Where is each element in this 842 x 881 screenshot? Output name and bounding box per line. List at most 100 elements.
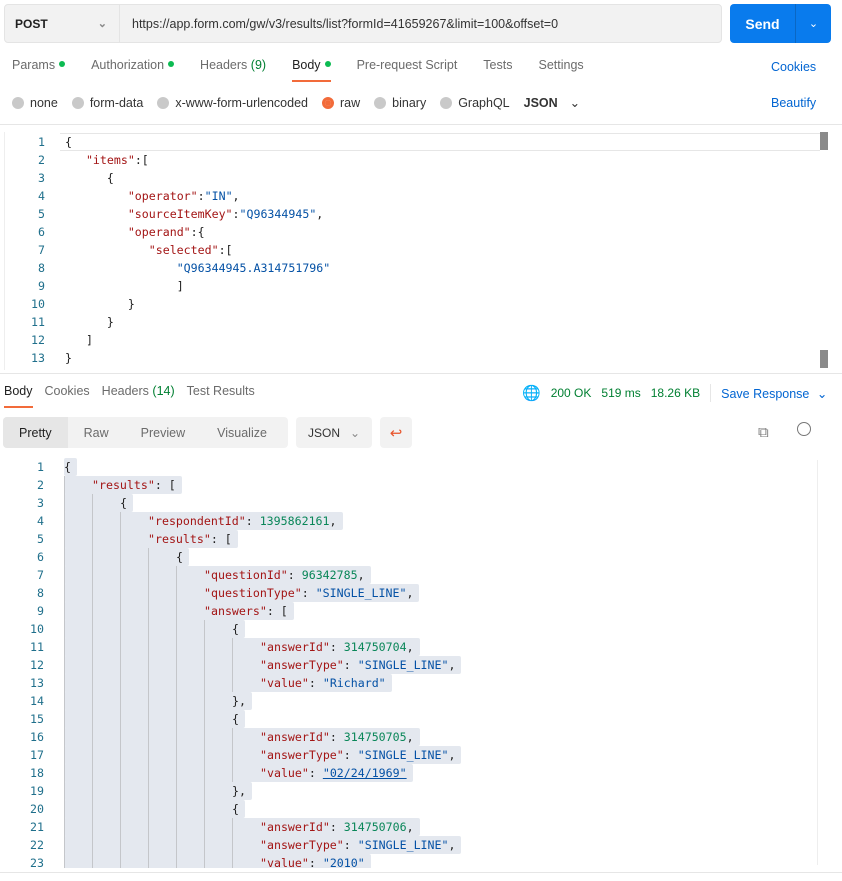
code-line: { <box>64 494 133 512</box>
copy-icon[interactable]: ⧉ <box>758 424 769 441</box>
chevron-down-icon: ⌄ <box>569 96 581 110</box>
code-line: } <box>65 349 72 367</box>
radio-label: GraphQL <box>458 95 510 110</box>
response-body-viewer[interactable]: 1{2 "results": [3{4 "respondentId": 139586… <box>4 458 830 868</box>
cookies-link[interactable]: Cookies <box>771 60 817 74</box>
code-line: } <box>65 313 114 331</box>
code-token: :[ <box>134 153 149 167</box>
code-token: 314750704 <box>343 640 407 654</box>
line-number: 2 <box>37 478 44 492</box>
code-token: : <box>343 748 358 762</box>
radio-none[interactable]: none <box>12 96 58 110</box>
code-token <box>65 279 177 293</box>
line-number: 7 <box>37 568 44 582</box>
save-response-button[interactable]: Save Response ⌄ <box>721 386 827 401</box>
line-number: 6 <box>37 550 44 564</box>
line-number: 14 <box>30 694 44 708</box>
globe-lock-icon[interactable]: 🌐 <box>522 385 541 402</box>
response-tab-headers[interactable]: Headers (14) <box>102 384 175 398</box>
code-token: : <box>232 207 240 221</box>
response-scrollbar[interactable] <box>817 460 830 865</box>
tab-authorization[interactable]: Authorization <box>91 58 175 82</box>
response-tab-test-results[interactable]: Test Results <box>186 384 255 398</box>
code-token: : <box>308 856 323 868</box>
radio-binary[interactable]: binary <box>374 96 426 110</box>
indent-guides <box>64 764 260 782</box>
view-pretty[interactable]: Pretty <box>3 417 68 448</box>
headers-count: (14) <box>152 384 175 398</box>
code-token: "SINGLE_LINE" <box>357 658 449 672</box>
indent-guides <box>64 782 232 800</box>
tab-label: Headers <box>101 384 149 398</box>
code-line: "items":[ <box>65 151 149 169</box>
line-number: 16 <box>30 730 44 744</box>
line-number: 6 <box>38 225 45 239</box>
radio-raw[interactable]: raw <box>322 96 360 110</box>
indent-guides <box>64 602 204 620</box>
code-token: : <box>287 568 302 582</box>
code-token: ] <box>176 279 184 293</box>
tab-params[interactable]: Params <box>12 58 66 82</box>
send-label[interactable]: Send <box>730 4 796 43</box>
tab-pre-request-script[interactable]: Pre-request Script <box>357 58 458 82</box>
radio-graphql[interactable]: GraphQL <box>440 95 510 110</box>
code-line: { <box>64 800 245 818</box>
code-line: "answerId": 314750705, <box>64 728 420 746</box>
search-icon[interactable] <box>797 422 811 436</box>
indent-guides <box>64 548 176 566</box>
tab-body[interactable]: Body <box>292 58 331 82</box>
code-token: : <box>329 730 344 744</box>
response-tab-cookies[interactable]: Cookies <box>44 384 90 398</box>
method-select[interactable]: POST ⌄ <box>5 5 120 42</box>
indent-guides <box>64 476 92 494</box>
radio-label: form-data <box>89 95 144 110</box>
url-input[interactable]: https://app.form.com/gw/v3/results/list?… <box>132 16 559 31</box>
beautify-link[interactable]: Beautify <box>771 96 817 110</box>
response-tab-body[interactable]: Body <box>4 384 33 408</box>
chevron-down-icon: ⌄ <box>816 386 828 401</box>
code-token: 314750706 <box>343 820 407 834</box>
request-bar: POST ⌄ https://app.form.com/gw/v3/results… <box>4 4 722 43</box>
response-format-select[interactable]: JSON ⌄ <box>296 417 372 448</box>
code-line: "value": "Richard" <box>64 674 392 692</box>
line-number: 11 <box>30 640 44 654</box>
code-token: "IN" <box>204 189 233 203</box>
format-label: JSON <box>308 425 341 440</box>
view-preview[interactable]: Preview <box>140 425 186 440</box>
indent-guides <box>64 674 260 692</box>
indent-guides <box>64 638 260 656</box>
view-raw[interactable]: Raw <box>83 425 109 440</box>
tab-settings[interactable]: Settings <box>538 58 583 82</box>
radio-urlencoded[interactable]: x-www-form-urlencoded <box>157 96 308 110</box>
code-token: }, <box>232 784 246 798</box>
tab-headers[interactable]: Headers (9) <box>200 58 266 82</box>
view-visualize[interactable]: Visualize <box>217 425 267 440</box>
code-token: "answerId" <box>260 640 330 654</box>
editor-scrollbar-thumb[interactable] <box>820 350 828 368</box>
radio-form-data[interactable]: form-data <box>71 95 144 110</box>
code-line: "value": "02/24/1969" <box>64 764 413 782</box>
code-token: 1395862161 <box>259 514 330 528</box>
code-token: "selected" <box>148 243 219 257</box>
code-token: : <box>343 838 358 852</box>
line-number: 8 <box>37 586 44 600</box>
radio-circle <box>71 96 84 109</box>
code-token: , <box>232 189 240 203</box>
code-line: "answerId": 314750704, <box>64 638 420 656</box>
save-response-label: Save Response <box>721 386 810 401</box>
tab-tests[interactable]: Tests <box>483 58 512 82</box>
code-token: , <box>406 586 414 600</box>
code-line: ] <box>65 331 93 349</box>
send-button[interactable]: Send ⌄ <box>730 4 831 43</box>
request-body-editor[interactable]: 1{2 "items":[3 {4 "operator":"IN", 5 "sou… <box>4 132 830 370</box>
editor-scrollbar-top[interactable] <box>820 132 828 150</box>
tab-label: Pre-request Script <box>356 58 458 72</box>
code-token: "2010" <box>322 856 365 868</box>
code-token <box>65 333 86 347</box>
send-options-chevron-icon[interactable]: ⌄ <box>808 18 819 30</box>
indent-guides <box>64 818 260 836</box>
wrap-lines-icon[interactable]: ↩ <box>380 417 412 448</box>
code-token: "results" <box>92 478 155 492</box>
body-format-select[interactable]: JSON ⌄ <box>524 95 581 111</box>
line-number: 12 <box>30 658 44 672</box>
